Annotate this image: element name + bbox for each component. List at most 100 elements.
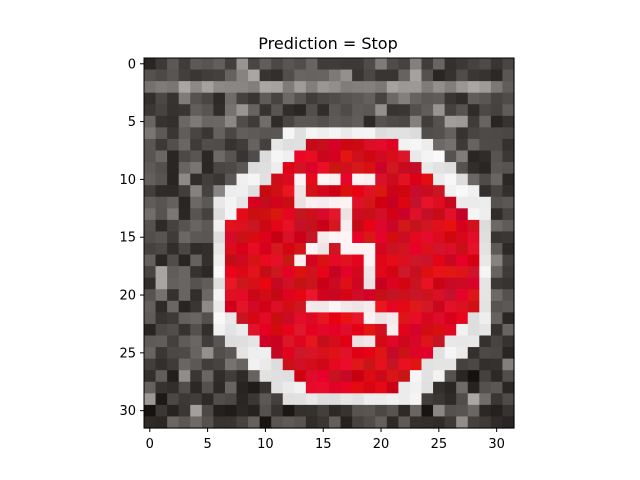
image-pixel	[213, 300, 226, 313]
image-pixel	[155, 58, 168, 71]
image-pixel	[490, 81, 504, 94]
image-pixel	[479, 92, 492, 105]
image-pixel	[363, 358, 376, 371]
image-pixel	[502, 404, 515, 418]
image-pixel	[155, 358, 168, 371]
image-pixel	[144, 312, 157, 325]
image-pixel	[144, 219, 157, 233]
image-pixel	[317, 335, 330, 348]
image-pixel	[190, 254, 203, 267]
image-pixel	[479, 358, 492, 371]
image-pixel	[305, 277, 319, 290]
image-pixel	[490, 300, 504, 313]
image-pixel	[352, 196, 365, 209]
image-pixel	[398, 219, 411, 233]
image-pixel	[213, 81, 226, 94]
image-pixel	[479, 323, 492, 337]
image-pixel	[456, 69, 469, 82]
image-pixel	[213, 335, 226, 348]
image-pixel	[305, 393, 319, 406]
image-pixel	[502, 92, 515, 105]
image-pixel	[144, 335, 157, 348]
image-pixel	[502, 300, 515, 313]
image-pixel	[144, 243, 157, 256]
image-pixel	[224, 243, 238, 256]
image-pixel	[340, 219, 353, 233]
image-pixel	[479, 231, 492, 244]
image-pixel	[352, 173, 365, 186]
image-pixel	[224, 58, 238, 71]
image-pixel	[340, 358, 353, 371]
image-pixel	[167, 312, 180, 325]
image-pixel	[467, 347, 480, 360]
image-pixel	[444, 381, 457, 394]
image-pixel	[282, 254, 295, 267]
image-pixel	[386, 289, 399, 302]
image-pixel	[224, 104, 238, 117]
image-pixel	[375, 243, 388, 256]
image-pixel	[305, 219, 319, 233]
image-pixel	[294, 219, 307, 233]
image-pixel	[144, 347, 157, 360]
image-pixel	[375, 150, 388, 163]
image-pixel	[363, 393, 376, 406]
image-pixel	[305, 231, 319, 244]
image-pixel	[398, 138, 411, 152]
image-pixel	[490, 69, 504, 82]
image-pixel	[178, 312, 191, 325]
image-pixel	[155, 69, 168, 82]
image-pixel	[224, 185, 238, 198]
image-pixel	[433, 277, 446, 290]
image-pixel	[433, 231, 446, 244]
image-pixel	[386, 254, 399, 267]
image-pixel	[340, 312, 353, 325]
image-pixel	[444, 254, 457, 267]
image-pixel	[294, 266, 307, 279]
image-pixel	[190, 289, 203, 302]
image-pixel	[259, 358, 272, 371]
y-tick-label: 25	[119, 346, 136, 361]
image-pixel	[363, 370, 376, 383]
image-pixel	[248, 266, 261, 279]
image-pixel	[248, 335, 261, 348]
image-pixel	[236, 185, 249, 198]
image-pixel	[352, 416, 365, 429]
image-pixel	[190, 335, 203, 348]
image-pixel	[178, 231, 191, 244]
image-pixel	[190, 347, 203, 360]
image-pixel	[178, 173, 191, 186]
image-pixel	[433, 104, 446, 117]
image-pixel	[398, 69, 411, 82]
x-tick-label: 30	[488, 437, 505, 452]
image-pixel	[398, 173, 411, 186]
y-tick-label: 30	[119, 404, 136, 419]
image-pixel	[433, 185, 446, 198]
image-pixel	[421, 162, 434, 175]
image-pixel	[317, 231, 330, 244]
image-pixel	[490, 58, 504, 71]
image-pixel	[398, 127, 411, 140]
image-pixel	[224, 138, 238, 152]
image-pixel	[363, 243, 376, 256]
image-pixel	[305, 162, 319, 175]
image-pixel	[167, 277, 180, 290]
image-pixel	[224, 300, 238, 313]
image-pixel	[178, 381, 191, 394]
image-pixel	[282, 277, 295, 290]
image-pixel	[144, 266, 157, 279]
image-pixel	[375, 104, 388, 117]
image-pixel	[363, 81, 376, 94]
image-pixel	[248, 219, 261, 233]
image-pixel	[224, 254, 238, 267]
image-pixel	[386, 266, 399, 279]
image-pixel	[271, 219, 284, 233]
image-pixel	[329, 104, 342, 117]
image-pixel	[282, 115, 295, 128]
image-pixel	[259, 277, 272, 290]
image-pixel	[248, 243, 261, 256]
image-pixel	[467, 266, 480, 279]
image-pixel	[201, 115, 214, 128]
image-pixel	[375, 81, 388, 94]
image-pixel	[456, 92, 469, 105]
